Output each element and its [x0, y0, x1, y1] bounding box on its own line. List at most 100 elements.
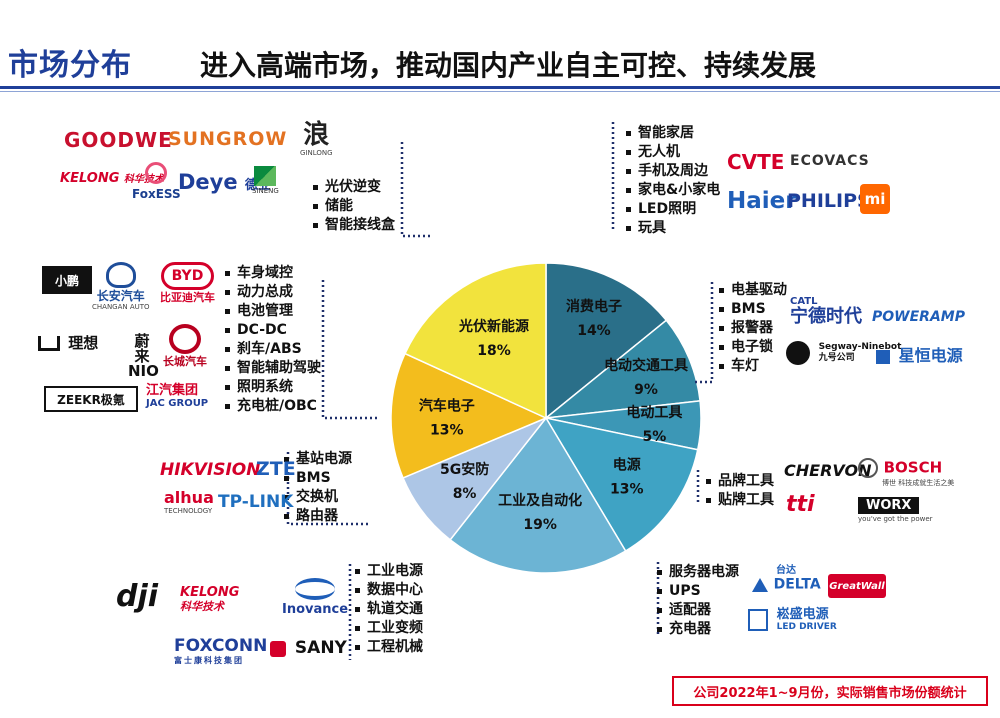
pie-slice — [449, 416, 627, 574]
changan-logo-sub: CHANGAN AUTO — [92, 303, 150, 311]
application-item-auto: 刹车/ABS — [225, 340, 321, 359]
lixiang-logo-text: 理想 — [68, 334, 99, 352]
application-item-auto: 车身域控 — [225, 264, 321, 283]
application-item-solar: 智能接线盒 — [313, 216, 395, 235]
zte-logo: ZTE — [256, 458, 296, 480]
application-item-power: 适配器 — [657, 601, 739, 620]
foxconn-logo-text: FOXCONN — [174, 636, 268, 656]
application-item-ev: 电子锁 — [719, 338, 787, 357]
xiaomi-logo-text: mi — [864, 190, 886, 208]
footer-note: 公司2022年1~9月份，实际销售市场份额统计 — [672, 676, 988, 706]
pie-slice-label: 工业及自动化 — [498, 492, 582, 509]
xpeng-logo-text: 小鹏 — [54, 273, 79, 288]
kelong-logo-bottom: KELONG 科华技术 — [180, 586, 239, 612]
pie-slice-percent: 5% — [642, 429, 666, 445]
pie-slices — [390, 262, 702, 574]
application-list-industrial: 工业电源 数据中心 轨道交通 工业变频 工程机械 — [355, 562, 423, 657]
sungrow-logo: SUNGROW — [168, 128, 288, 150]
inovance-logo-text: Inovance — [282, 602, 349, 617]
application-item-consumer: 智能家居 — [626, 124, 720, 143]
foxess-logo: FoxESS — [132, 162, 181, 200]
application-item-industrial: 工业变频 — [355, 619, 423, 638]
delta-logo-text: DELTA — [773, 576, 821, 593]
application-item-solar: 储能 — [313, 197, 395, 216]
section-title: 市场分布 — [8, 48, 132, 83]
sineng-logo-text: SINENG — [252, 187, 279, 195]
jac-logo-sub: JAC GROUP — [146, 398, 209, 409]
philips-logo: PHILIPS — [787, 190, 871, 212]
kelong-logo-bottom-text: KELONG — [180, 585, 240, 600]
application-item-tools: 品牌工具 — [706, 472, 774, 491]
pie-slice — [404, 262, 547, 420]
pie-slice-label: 5G安防 — [440, 461, 489, 478]
headline: 进入高端市场，推动国内产业自主可控、持续发展 — [200, 49, 817, 82]
application-item-consumer: 家电&小家电 — [626, 181, 720, 200]
application-item-security5g: 基站电源 — [284, 450, 352, 469]
pie-slice-label: 光伏新能源 — [458, 318, 529, 335]
application-item-power: UPS — [657, 582, 739, 601]
sosen-logo-sub: LED DRIVER — [776, 622, 837, 632]
segway-logo-text: Segway-Ninebot — [818, 342, 902, 352]
leader-ev — [692, 282, 714, 384]
dji-logo: dji — [116, 579, 159, 614]
application-list-solar: 光伏逆变 储能 智能接线盒 — [313, 178, 395, 235]
foxess-icon — [145, 162, 168, 184]
sosen-logo: 崧盛电源 LED DRIVER — [748, 608, 837, 632]
byd-logo-text: BYD — [160, 262, 215, 290]
chervon-logo: CHERVON — [784, 461, 872, 480]
leader-lines — [286, 122, 714, 660]
leader-5g — [286, 452, 368, 526]
application-item-security5g: BMS — [284, 469, 352, 488]
application-item-auto: 充电桩/OBC — [225, 397, 321, 416]
bosch-logo: BOSCH 博世 科技成就生活之美 — [858, 458, 954, 487]
delta-icon — [752, 577, 768, 592]
application-item-ev: 电基驱动 — [719, 281, 787, 300]
lixiang-icon — [38, 336, 60, 351]
pie-slice-label: 消费电子 — [566, 298, 622, 315]
dahua-logo-text: alhua — [164, 488, 214, 507]
changan-logo: 长安汽车 CHANGAN AUTO — [92, 262, 150, 311]
dahua-logo: alhua TECHNOLOGY — [164, 490, 214, 515]
delta-logo-cn: 台达 — [776, 565, 796, 576]
bosch-logo-sub: 博世 科技成就生活之美 — [882, 479, 955, 487]
zeekr-logo-text: ZEEKR极氪 — [57, 392, 125, 407]
xingheng-logo: 星恒电源 — [876, 348, 963, 364]
header-rule — [0, 86, 1000, 89]
application-item-auto: 动力总成 — [225, 283, 321, 302]
jac-logo-text: 江汽集团 — [146, 383, 199, 398]
ecovacs-logo: ECOVACS — [790, 153, 870, 169]
goodwe-logo: GOODWE — [64, 128, 173, 152]
pie-slice-labels: 消费电子 14% 电动交通工具 9% 电动工具 5%电源 13% 工业及自动化 19% 5G安防 8… — [419, 298, 688, 533]
application-item-auto: 智能辅助驾驶 — [225, 359, 321, 378]
pie-slice — [543, 319, 701, 420]
application-item-consumer: 无人机 — [626, 143, 720, 162]
great-wall-auto-logo-text: 长城汽车 — [163, 355, 207, 368]
application-item-consumer: 玩具 — [626, 219, 720, 238]
header: 市场分布 进入高端市场，推动国内产业自主可控、持续发展 — [0, 0, 1000, 92]
pie-slice — [545, 262, 668, 420]
leader-solar — [400, 142, 430, 238]
application-item-tools: 贴牌工具 — [706, 491, 774, 510]
tplink-logo: TP-LINK — [218, 492, 294, 512]
sineng-icon — [254, 166, 277, 186]
kelong-logo-top: KELONG 科华技术 — [60, 172, 164, 185]
sany-logo: SANY — [270, 640, 347, 658]
changan-icon — [105, 262, 136, 288]
haier-logo: Haier — [727, 188, 797, 214]
application-list-tools: 品牌工具 贴牌工具 — [706, 472, 774, 510]
worx-logo: WORX you've got the power — [858, 496, 933, 523]
bosch-logo-text: BOSCH — [883, 458, 943, 477]
catl-logo-top: CATL — [790, 296, 818, 307]
kelong-logo-bottom-sub: 科华技术 — [180, 600, 224, 613]
application-item-industrial: 工业电源 — [355, 562, 423, 581]
application-list-auto: 车身域控 动力总成 电池管理 DC-DC 刹车/ABS 智能辅助驾驶 照明系统 充电桩/OBC — [225, 264, 321, 416]
deye-logo-text: Deye — [178, 170, 238, 194]
application-item-power: 服务器电源 — [657, 563, 739, 582]
sosen-logo-text: 崧盛电源 — [776, 607, 829, 622]
pie-slice-percent: 13% — [610, 482, 644, 498]
application-item-ev: 报警器 — [719, 319, 787, 338]
catl-logo-text: 宁德时代 — [790, 306, 862, 327]
xingheng-logo-text: 星恒电源 — [898, 346, 963, 365]
sany-logo-text: SANY — [294, 638, 347, 658]
poweramp-logo: POWERAMP — [872, 309, 965, 325]
